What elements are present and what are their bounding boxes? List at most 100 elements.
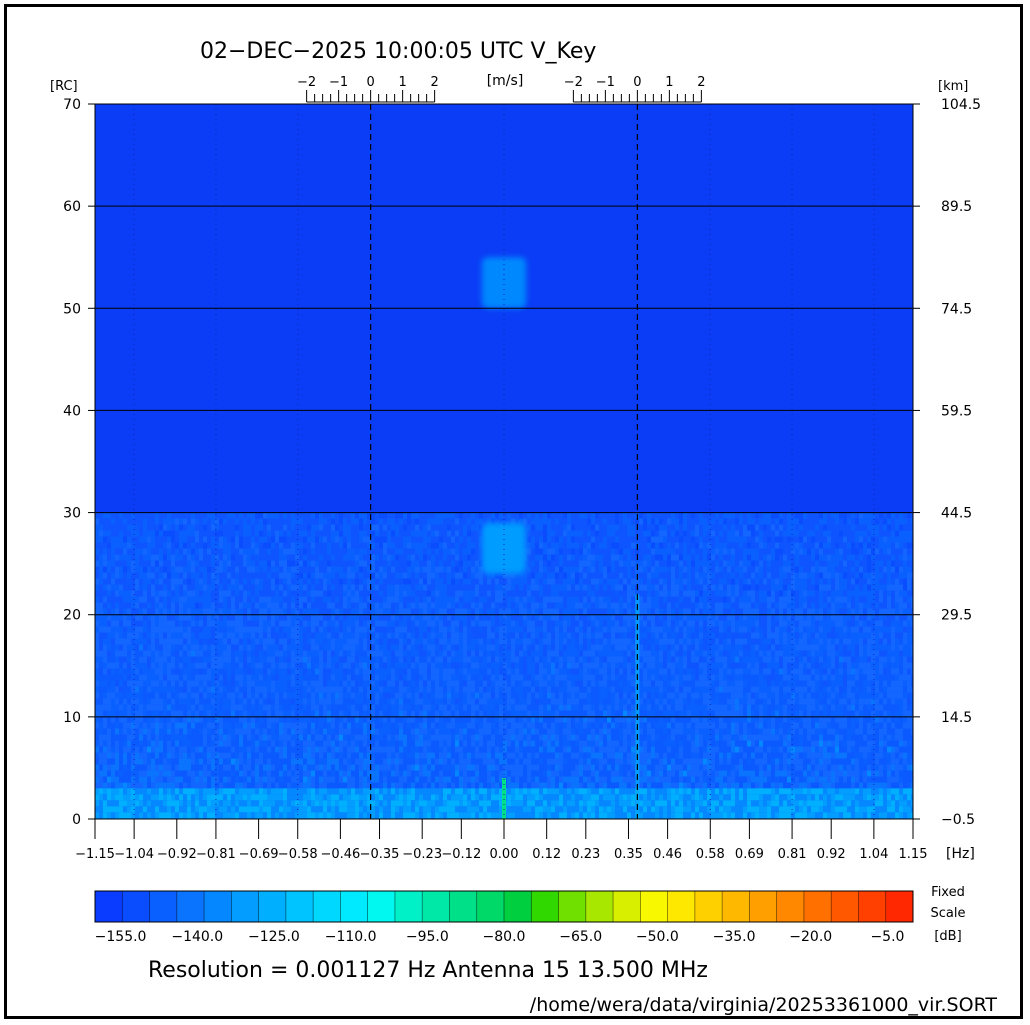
noise-cell: [271, 722, 275, 729]
noise-cell: [219, 770, 223, 777]
noise-cell: [339, 698, 343, 705]
noise-cell: [487, 662, 491, 669]
noise-cell: [235, 710, 239, 717]
noise-cell: [155, 686, 159, 693]
noise-cell: [111, 686, 115, 693]
noise-cell: [159, 680, 163, 687]
noise-cell: [515, 620, 519, 627]
noise-cell: [403, 542, 407, 549]
noise-cell: [499, 710, 503, 717]
noise-cell: [343, 776, 347, 783]
noise-cell: [207, 602, 211, 609]
noise-cell: [511, 674, 515, 681]
noise-cell: [275, 626, 279, 633]
noise-cell: [147, 674, 151, 681]
noise-cell: [455, 752, 459, 759]
noise-cell: [167, 644, 171, 651]
noise-cell: [151, 746, 155, 753]
noise-cell: [295, 626, 299, 633]
noise-cell: [251, 596, 255, 603]
noise-cell: [267, 608, 271, 615]
noise-cell: [195, 668, 199, 675]
noise-cell: [331, 680, 335, 687]
noise-cell: [283, 566, 287, 573]
noise-cell: [439, 662, 443, 669]
noise-cell: [263, 674, 267, 681]
noise-cell: [507, 716, 511, 723]
noise-cell: [395, 512, 399, 519]
noise-cell: [95, 638, 99, 645]
noise-cell: [355, 572, 359, 579]
noise-cell: [339, 704, 343, 711]
noise-cell: [407, 524, 411, 531]
noise-cell: [251, 710, 255, 717]
noise-cell: [347, 710, 351, 717]
noise-cell: [239, 602, 243, 609]
noise-cell: [355, 734, 359, 741]
noise-cell: [95, 536, 99, 543]
noise-cell: [95, 614, 99, 621]
noise-cell: [135, 728, 139, 735]
noise-cell: [151, 764, 155, 771]
noise-cell: [403, 584, 407, 591]
noise-cell: [443, 554, 447, 561]
noise-cell: [451, 758, 455, 765]
noise-cell: [295, 776, 299, 783]
noise-cell: [339, 692, 343, 699]
noise-cell: [243, 578, 247, 585]
noise-cell: [331, 590, 335, 597]
noise-cell: [451, 644, 455, 651]
noise-cell: [107, 590, 111, 597]
noise-cell: [187, 698, 191, 705]
noise-cell: [99, 554, 103, 561]
noise-cell: [467, 626, 471, 633]
noise-cell: [251, 656, 255, 663]
noise-cell: [387, 554, 391, 561]
noise-cell: [427, 680, 431, 687]
noise-cell: [127, 518, 131, 525]
noise-cell: [131, 608, 135, 615]
noise-cell: [187, 596, 191, 603]
noise-cell: [475, 578, 479, 585]
noise-cell: [463, 674, 467, 681]
noise-cell: [455, 524, 459, 531]
noise-cell: [247, 740, 251, 747]
noise-cell: [259, 704, 263, 711]
noise-cell: [491, 776, 495, 783]
noise-cell: [471, 554, 475, 561]
noise-cell: [327, 692, 331, 699]
noise-cell: [419, 566, 423, 573]
noise-cell: [475, 632, 479, 639]
noise-cell: [147, 728, 151, 735]
noise-cell: [227, 716, 231, 723]
noise-cell: [391, 764, 395, 771]
noise-cell: [127, 638, 131, 645]
noise-cell: [247, 746, 251, 753]
noise-cell: [483, 638, 487, 645]
noise-cell: [435, 734, 439, 741]
noise-cell: [299, 626, 303, 633]
noise-cell: [235, 536, 239, 543]
noise-cell: [95, 758, 99, 765]
noise-cell: [99, 728, 103, 735]
noise-cell: [187, 776, 191, 783]
noise-cell: [203, 734, 207, 741]
noise-cell: [295, 740, 299, 747]
noise-cell: [99, 548, 103, 555]
noise-cell: [199, 782, 203, 789]
noise-cell: [267, 548, 271, 555]
noise-cell: [187, 644, 191, 651]
noise-cell: [307, 632, 311, 639]
noise-cell: [463, 686, 467, 693]
noise-cell: [427, 734, 431, 741]
noise-cell: [243, 680, 247, 687]
noise-cell: [343, 674, 347, 681]
noise-cell: [147, 692, 151, 699]
noise-cell: [303, 662, 307, 669]
noise-cell: [427, 536, 431, 543]
noise-cell: [223, 518, 227, 525]
noise-cell: [139, 752, 143, 759]
noise-cell: [147, 740, 151, 747]
noise-cell: [127, 632, 131, 639]
noise-cell: [183, 536, 187, 543]
